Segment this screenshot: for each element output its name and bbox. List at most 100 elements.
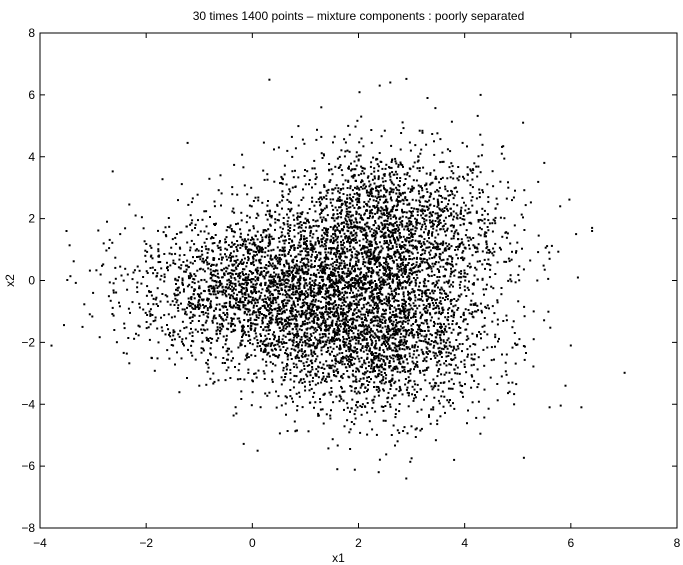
data-point <box>404 264 407 267</box>
data-point <box>428 306 431 309</box>
data-point <box>360 230 363 233</box>
data-point <box>491 320 494 323</box>
data-point <box>402 261 404 264</box>
data-point <box>470 222 473 225</box>
data-point <box>353 468 356 471</box>
data-point <box>315 338 318 341</box>
data-point <box>321 275 324 278</box>
data-point <box>474 251 477 254</box>
data-point <box>446 190 449 193</box>
data-point <box>206 363 209 366</box>
data-point <box>351 214 354 217</box>
data-point <box>329 293 332 296</box>
data-point <box>384 319 387 322</box>
data-point <box>465 229 468 232</box>
data-point <box>467 409 469 412</box>
data-point <box>516 343 519 346</box>
data-point <box>320 238 323 241</box>
data-point <box>360 330 363 333</box>
data-point <box>406 203 409 206</box>
data-point <box>311 354 314 357</box>
data-point <box>437 399 440 402</box>
data-point <box>479 432 482 435</box>
data-point <box>458 372 461 375</box>
data-point <box>338 333 341 336</box>
data-point <box>345 214 348 217</box>
data-point <box>373 167 376 170</box>
data-point <box>331 359 334 362</box>
data-point <box>395 321 398 324</box>
data-point <box>356 348 359 350</box>
data-point <box>376 319 379 322</box>
data-point <box>400 332 403 335</box>
data-point <box>358 268 361 271</box>
data-point <box>482 288 485 291</box>
data-point <box>357 400 359 403</box>
data-point <box>351 278 354 281</box>
data-point <box>314 327 317 330</box>
data-point <box>212 382 215 385</box>
data-point <box>461 251 464 254</box>
data-point <box>378 215 381 218</box>
data-point <box>496 318 499 321</box>
data-point <box>456 366 459 369</box>
data-point <box>295 319 298 322</box>
data-point <box>370 299 373 302</box>
data-point <box>451 349 454 352</box>
data-point <box>357 300 360 303</box>
data-point <box>351 256 354 259</box>
data-point <box>343 138 346 141</box>
data-point <box>355 221 358 223</box>
data-point <box>292 293 295 296</box>
data-point <box>405 270 407 273</box>
data-point <box>347 330 350 332</box>
data-point <box>360 186 363 188</box>
data-point <box>420 228 423 231</box>
data-point <box>417 333 419 336</box>
data-point <box>368 309 371 311</box>
data-point <box>359 324 362 327</box>
data-point <box>242 325 245 328</box>
data-point <box>399 362 402 365</box>
data-point <box>350 175 353 178</box>
data-point <box>313 350 316 353</box>
data-point <box>438 215 441 218</box>
data-point <box>424 293 427 296</box>
data-point <box>423 261 426 264</box>
data-point <box>289 378 292 381</box>
data-point <box>295 429 298 432</box>
data-point <box>496 323 499 326</box>
data-point <box>423 218 426 221</box>
data-point <box>274 221 277 224</box>
data-point <box>320 275 323 278</box>
data-point <box>281 249 284 252</box>
data-point <box>335 251 338 254</box>
data-point <box>252 264 255 267</box>
data-point <box>275 301 278 304</box>
data-point <box>365 225 368 228</box>
data-point <box>400 325 403 328</box>
data-point <box>317 342 320 345</box>
data-point <box>380 195 383 198</box>
data-point <box>328 312 331 315</box>
data-point <box>210 353 212 356</box>
data-point <box>254 279 257 282</box>
data-point <box>433 204 436 207</box>
data-point <box>407 381 410 384</box>
data-point <box>401 211 404 214</box>
data-point <box>291 318 294 321</box>
data-point <box>388 346 391 349</box>
data-point <box>234 306 237 309</box>
data-point <box>391 281 394 284</box>
data-point <box>300 291 303 294</box>
data-point <box>431 181 434 184</box>
data-point <box>293 380 296 383</box>
data-point <box>368 349 371 352</box>
data-point <box>352 221 355 224</box>
data-point <box>338 224 340 227</box>
data-point <box>407 346 410 349</box>
data-point <box>352 369 354 372</box>
data-point <box>325 343 328 346</box>
data-point <box>387 298 390 300</box>
data-point <box>435 302 437 304</box>
